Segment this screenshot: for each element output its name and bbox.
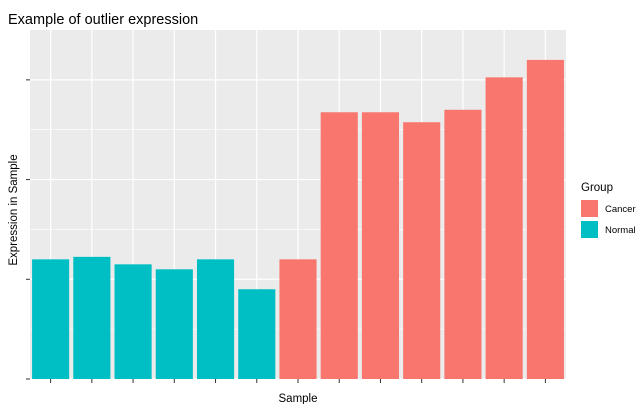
bar-4-normal bbox=[155, 269, 193, 379]
legend-label-normal: Normal bbox=[605, 225, 636, 236]
x-axis-label: Sample bbox=[279, 393, 318, 404]
bar-1-normal bbox=[32, 259, 70, 379]
legend-title: Group bbox=[581, 182, 613, 194]
bar-9-cancer bbox=[361, 112, 400, 379]
legend-swatch-cancer bbox=[581, 200, 598, 217]
chart-title: Example of outlier expression bbox=[8, 12, 198, 28]
bar-10-cancer bbox=[403, 122, 441, 379]
bar-7-cancer bbox=[279, 259, 317, 379]
bars-layer bbox=[32, 59, 564, 380]
y-axis-label: Expression in Sample bbox=[8, 154, 20, 265]
legend: Group Cancer Normal bbox=[581, 182, 636, 238]
bar-6-normal bbox=[238, 289, 276, 379]
bar-2-normal bbox=[73, 256, 111, 379]
bar-3-normal bbox=[114, 264, 152, 379]
bar-13-cancer bbox=[526, 59, 564, 380]
bar-11-cancer bbox=[444, 109, 482, 380]
legend-swatch-normal bbox=[581, 221, 598, 238]
bar-12-cancer bbox=[485, 77, 523, 379]
legend-label-cancer: Cancer bbox=[605, 204, 636, 215]
y-axis-ticks bbox=[26, 79, 546, 383]
bar-5-normal bbox=[196, 259, 235, 379]
bar-8-cancer bbox=[320, 112, 358, 379]
